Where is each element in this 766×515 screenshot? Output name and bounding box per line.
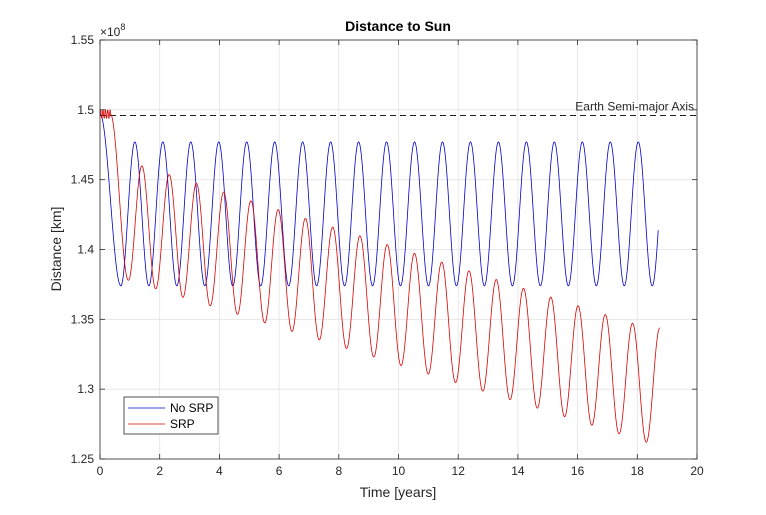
x-tick-label: 18 xyxy=(631,464,645,478)
y-exponent-label: ×108 xyxy=(100,22,125,39)
x-tick-label: 10 xyxy=(392,464,406,478)
series-line-no-srp xyxy=(99,113,659,287)
grid xyxy=(100,40,697,459)
earth-semi-major-axis-label: Earth Semi-major Axis xyxy=(575,99,694,113)
y-exponent-power: 8 xyxy=(120,22,125,32)
legend-box xyxy=(123,396,219,435)
series-lines xyxy=(99,108,660,443)
x-tick-label: 6 xyxy=(276,464,283,478)
x-tick-label: 16 xyxy=(571,464,585,478)
chart-title: Distance to Sun xyxy=(345,18,451,34)
x-tick-label: 2 xyxy=(156,464,163,478)
x-tick-label: 12 xyxy=(452,464,466,478)
x-axis-ticks: 0 2 4 6 8 10 12 14 16 18 20 xyxy=(97,40,704,478)
y-tick-label: 1.4 xyxy=(77,243,94,257)
legend-label-no-srp: No SRP xyxy=(170,401,213,415)
x-tick-label: 14 xyxy=(511,464,525,478)
y-tick-label: 1.45 xyxy=(71,173,95,187)
y-exponent-base: ×10 xyxy=(100,25,121,39)
reference-line-group: Earth Semi-major Axis xyxy=(100,99,697,116)
y-axis-ticks: 1.25 1.3 1.35 1.4 1.45 1.5 1.55 xyxy=(71,33,697,466)
x-axis-label: Time [years] xyxy=(360,484,437,500)
x-tick-label: 8 xyxy=(335,464,342,478)
y-axis-label: Distance [km] xyxy=(48,207,64,292)
legend-label-srp: SRP xyxy=(170,417,195,431)
y-tick-label: 1.55 xyxy=(71,33,95,47)
y-tick-label: 1.3 xyxy=(77,382,94,396)
y-tick-label: 1.5 xyxy=(77,103,94,117)
y-tick-label: 1.35 xyxy=(71,312,95,326)
y-tick-label: 1.25 xyxy=(71,452,95,466)
legend[interactable]: No SRP SRP xyxy=(123,396,219,435)
x-tick-label: 0 xyxy=(97,464,104,478)
series-line-srp xyxy=(99,108,660,443)
x-tick-label: 20 xyxy=(690,464,704,478)
x-tick-label: 4 xyxy=(216,464,223,478)
